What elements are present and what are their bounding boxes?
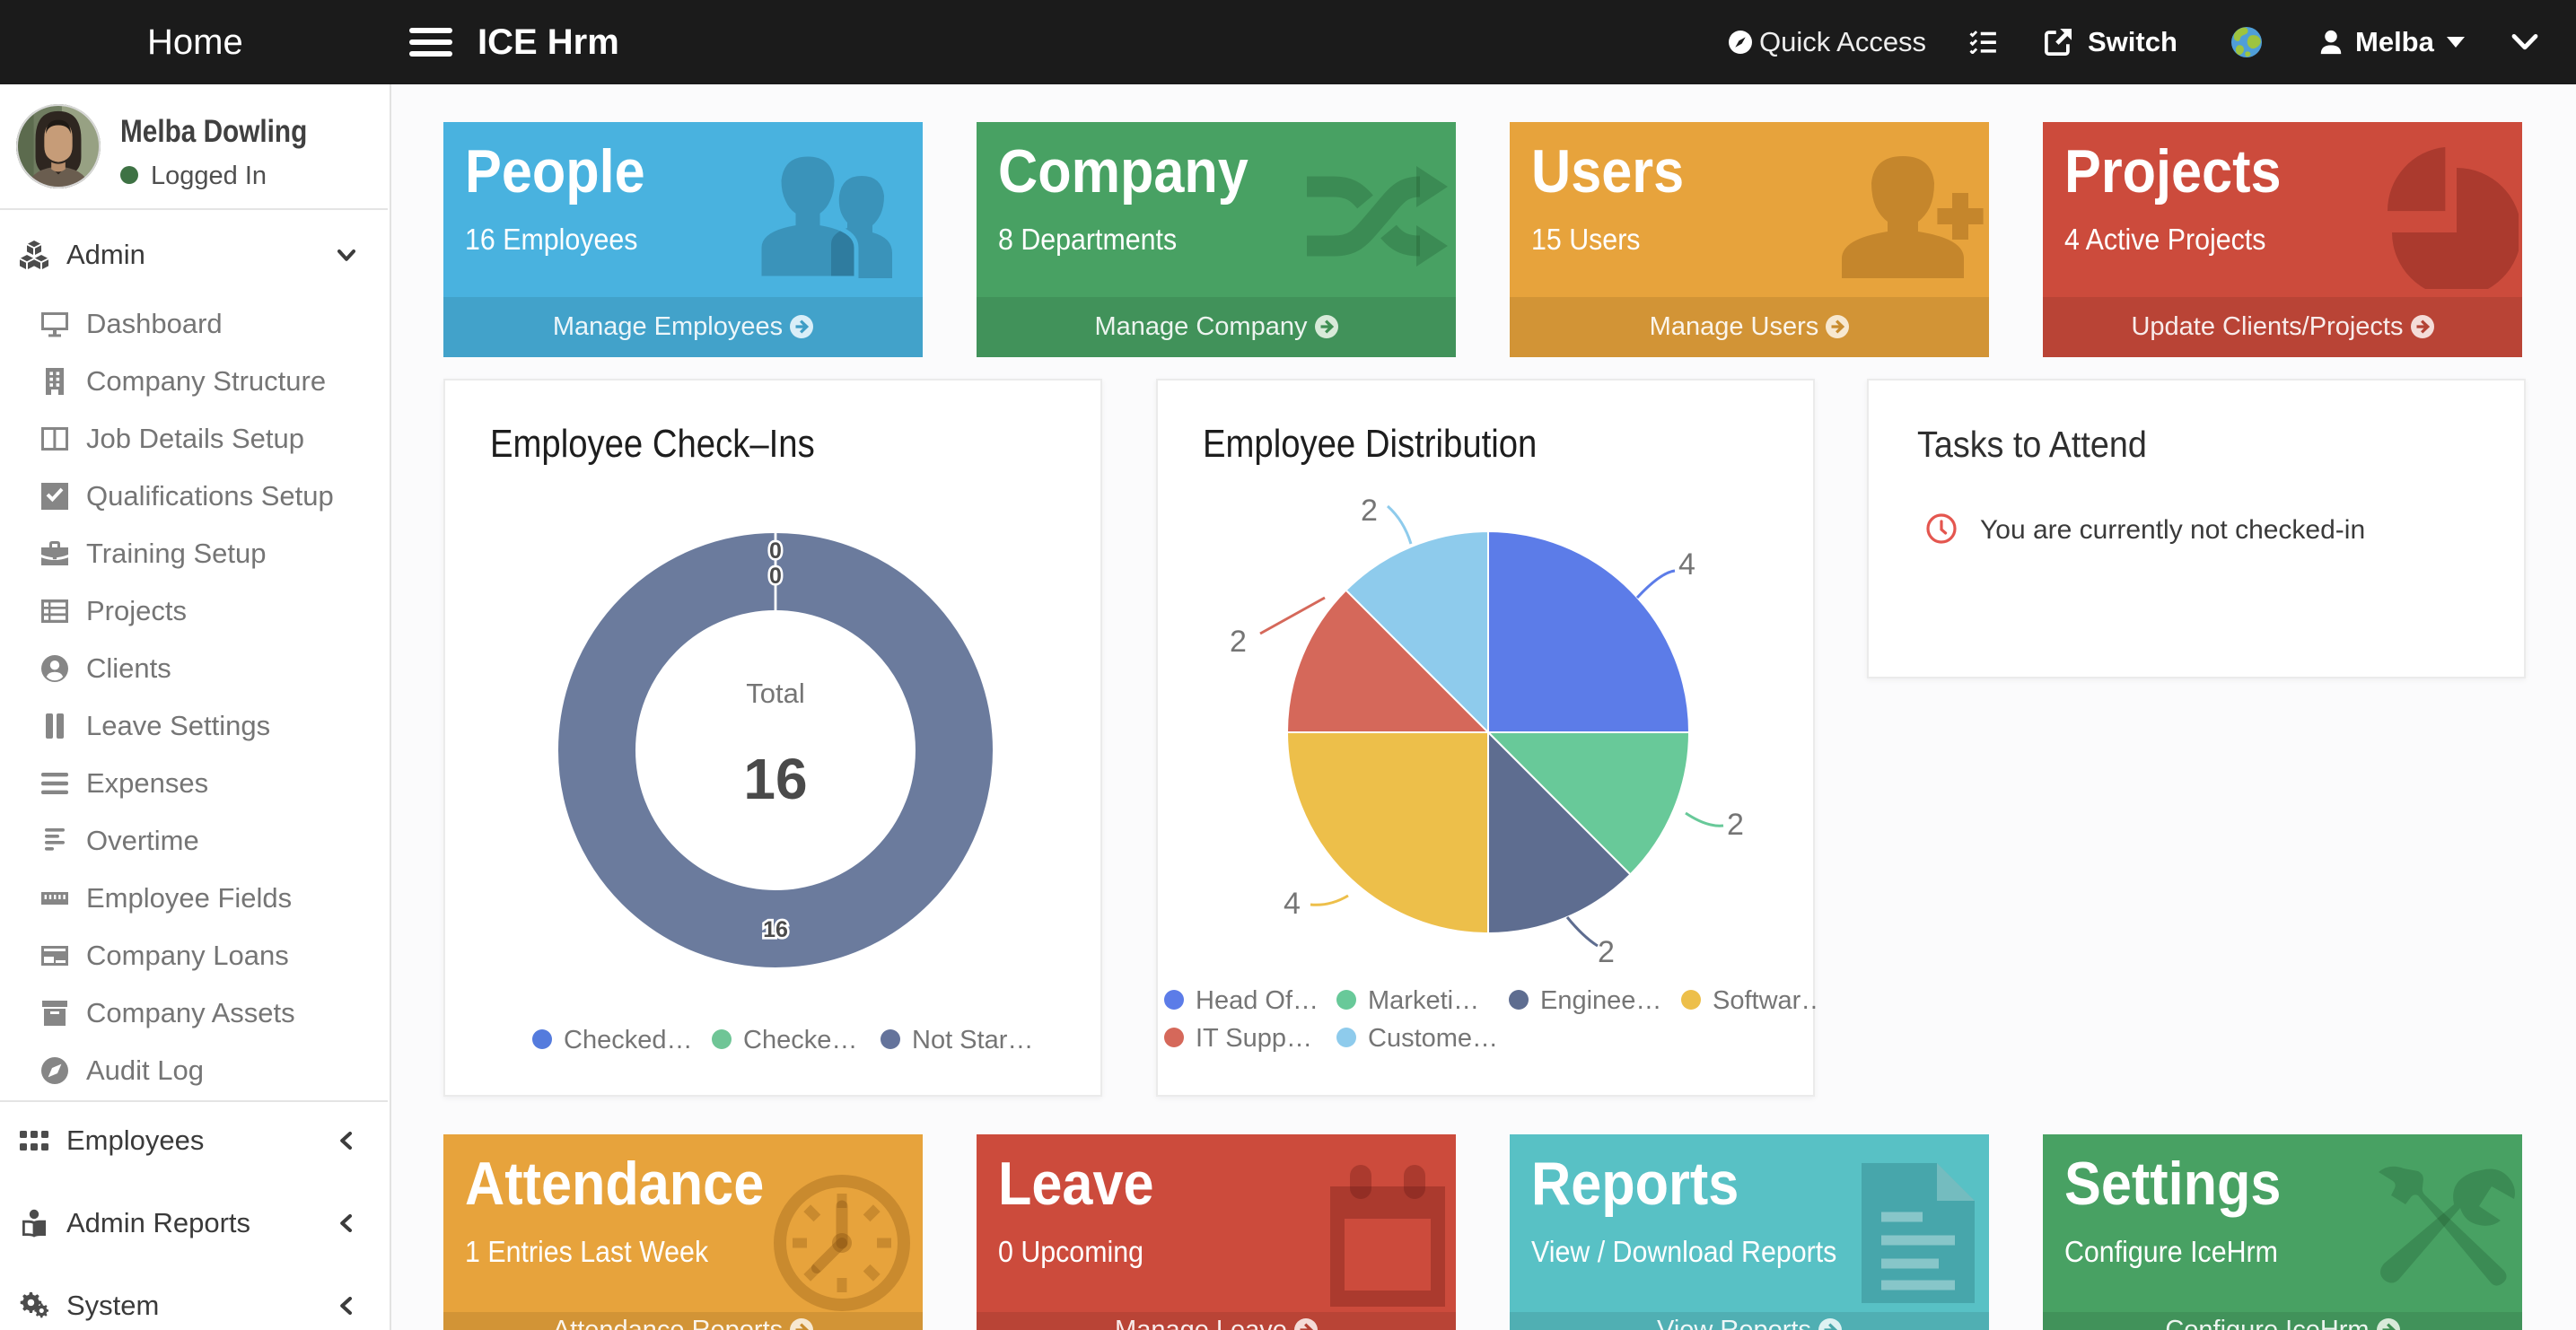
svg-text:2: 2 <box>1727 808 1744 842</box>
svg-text:Marketi…: Marketi… <box>1368 986 1479 1015</box>
svg-text:Total: Total <box>746 678 804 709</box>
svg-text:4: 4 <box>1284 887 1301 921</box>
svg-text:0: 0 <box>769 564 782 589</box>
svg-text:Enginee…: Enginee… <box>1540 986 1661 1015</box>
svg-text:16: 16 <box>743 747 807 811</box>
svg-text:Checke…: Checke… <box>743 1026 857 1054</box>
svg-text:16: 16 <box>763 917 788 942</box>
svg-text:4: 4 <box>1678 547 1695 582</box>
svg-text:0: 0 <box>769 538 782 564</box>
svg-text:IT Supp…: IT Supp… <box>1196 1024 1312 1053</box>
svg-text:Head Of…: Head Of… <box>1196 986 1319 1015</box>
svg-text:2: 2 <box>1230 625 1247 659</box>
svg-text:Checked…: Checked… <box>564 1026 692 1054</box>
svg-text:Softwar…: Softwar… <box>1713 986 1817 1015</box>
svg-text:2: 2 <box>1361 494 1378 528</box>
svg-text:2: 2 <box>1598 935 1615 969</box>
svg-text:Custome…: Custome… <box>1368 1024 1498 1053</box>
svg-text:Not Star…: Not Star… <box>912 1026 1033 1054</box>
